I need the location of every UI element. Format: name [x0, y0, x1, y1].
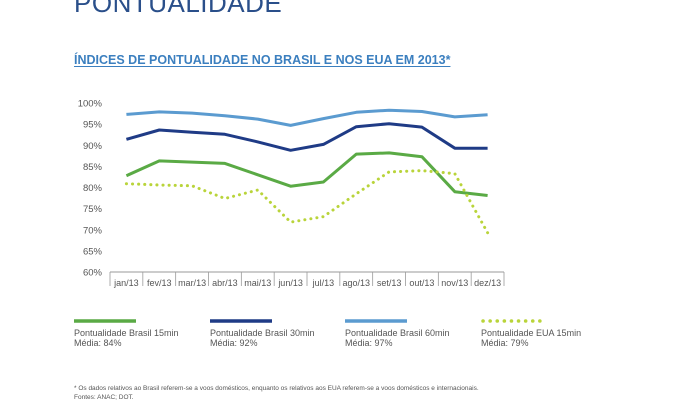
x-tick-label: dez/13	[474, 278, 501, 288]
legend-swatch	[345, 319, 407, 323]
y-tick-label: 60%	[83, 268, 103, 279]
legend-label: Pontualidade Brasil 15min	[74, 328, 179, 338]
legend-label: Pontualidade Brasil 30min	[210, 328, 315, 338]
legend-swatch	[210, 319, 272, 323]
y-tick-label: 80%	[83, 183, 103, 194]
x-tick-label: fev/13	[147, 278, 172, 288]
series-line-3	[126, 108, 488, 127]
x-tick-label: jul/13	[312, 278, 335, 288]
series-line-1	[125, 151, 488, 197]
legend-swatch	[481, 319, 545, 323]
y-tick-label: 90%	[83, 141, 103, 152]
legend-label: Pontualidade Brasil 60min	[345, 328, 450, 338]
section-header: PONTUALIDADE	[74, 0, 283, 18]
x-tick-label: out/13	[409, 278, 434, 288]
legend-average: Média: 84%	[74, 338, 122, 348]
legend-average: Média: 97%	[345, 338, 393, 348]
legend-average: Média: 79%	[481, 338, 529, 348]
legend-swatch	[74, 319, 136, 323]
y-tick-label: 70%	[83, 225, 103, 236]
y-tick-label: 95%	[83, 120, 103, 131]
legend-average: Média: 92%	[210, 338, 258, 348]
y-tick-label: 65%	[83, 246, 103, 257]
footnote: * Os dados relativos ao Brasil referem-s…	[74, 384, 634, 402]
x-tick-label: mai/13	[244, 278, 271, 288]
y-tick-label: 75%	[83, 204, 103, 215]
x-tick-label: abr/13	[212, 278, 238, 288]
series-line-2	[125, 122, 488, 152]
x-tick-label: jan/13	[113, 278, 139, 288]
series-line-4	[124, 169, 490, 235]
chart-title: ÍNDICES DE PONTUALIDADE NO BRASIL E NOS …	[74, 53, 451, 67]
x-tick-label: jun/13	[277, 278, 303, 288]
legend-label: Pontualidade EUA 15min	[481, 328, 582, 338]
x-tick-label: mar/13	[178, 278, 206, 288]
footnote-text: * Os dados relativos ao Brasil referem-s…	[74, 385, 479, 392]
x-tick-label: nov/13	[441, 278, 468, 288]
x-tick-label: set/13	[377, 278, 402, 288]
source-text: Fontes: ANAC; DOT.	[74, 394, 134, 401]
x-tick-label: ago/13	[342, 278, 370, 288]
y-tick-label: 85%	[83, 162, 103, 173]
y-tick-label: 100%	[78, 99, 103, 110]
